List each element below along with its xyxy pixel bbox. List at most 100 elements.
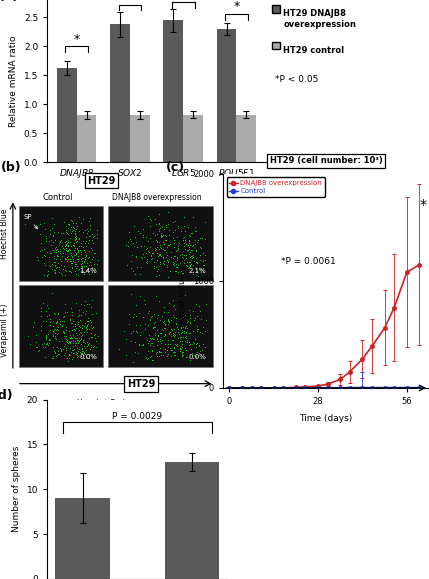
- Point: [49, 231, 56, 240]
- Point: [88, 320, 94, 329]
- Point: [177, 247, 184, 256]
- Point: [72, 234, 79, 244]
- Point: [156, 347, 163, 357]
- Bar: [183, 115, 203, 162]
- Point: [83, 251, 90, 260]
- Point: [67, 315, 74, 324]
- Point: [164, 263, 171, 272]
- Point: [140, 340, 147, 349]
- Text: (c): (c): [166, 161, 184, 174]
- Point: [153, 348, 160, 357]
- Point: [166, 329, 172, 338]
- Point: [72, 259, 79, 269]
- Point: [193, 322, 200, 331]
- Point: [172, 347, 179, 357]
- Point: [79, 267, 86, 276]
- Point: [73, 218, 80, 228]
- Point: [74, 251, 81, 261]
- Point: [55, 228, 62, 237]
- Point: [55, 263, 62, 272]
- Point: [72, 347, 79, 357]
- Point: [184, 316, 191, 325]
- Point: [191, 313, 198, 323]
- Point: [60, 243, 66, 252]
- Point: [84, 258, 91, 267]
- Point: [157, 244, 164, 253]
- Point: [52, 348, 59, 357]
- Point: [139, 313, 146, 322]
- Point: [180, 238, 187, 247]
- Point: [51, 309, 58, 318]
- Point: [120, 327, 127, 336]
- Point: [70, 325, 77, 334]
- Point: [175, 243, 181, 252]
- Point: [183, 261, 190, 270]
- Point: [57, 347, 64, 356]
- Point: [151, 318, 158, 327]
- Bar: [165, 462, 219, 579]
- Point: [190, 315, 197, 324]
- Point: [78, 351, 85, 361]
- Point: [190, 256, 197, 266]
- Point: [193, 253, 199, 262]
- Point: [143, 257, 150, 266]
- Point: [54, 250, 61, 259]
- Point: [157, 232, 164, 241]
- Point: [199, 248, 206, 258]
- Point: [150, 323, 157, 332]
- Point: [170, 233, 177, 242]
- Point: [46, 338, 53, 347]
- Point: [172, 266, 178, 276]
- Point: [67, 334, 74, 343]
- Point: [83, 236, 90, 245]
- Point: [175, 327, 182, 336]
- Point: [136, 330, 143, 339]
- Point: [87, 316, 94, 325]
- Point: [59, 312, 66, 321]
- Bar: [236, 115, 256, 162]
- Point: [69, 345, 76, 354]
- Point: [44, 266, 51, 276]
- Point: [63, 238, 70, 247]
- Point: [196, 263, 202, 273]
- Point: [46, 262, 53, 271]
- Point: [62, 334, 69, 343]
- Point: [42, 225, 48, 234]
- Point: [160, 326, 166, 335]
- Point: [37, 311, 44, 320]
- Point: [60, 350, 67, 360]
- Text: HT29 DNAJB8
overexpression: HT29 DNAJB8 overexpression: [283, 9, 356, 29]
- Point: [81, 245, 88, 255]
- Point: [59, 248, 66, 258]
- Point: [82, 225, 88, 234]
- Point: [65, 241, 72, 250]
- Point: [53, 263, 60, 272]
- Point: [63, 243, 70, 252]
- Point: [41, 218, 48, 228]
- Point: [51, 268, 58, 277]
- Point: [179, 351, 186, 360]
- Point: [72, 328, 79, 338]
- Point: [92, 342, 99, 351]
- Point: [52, 328, 59, 337]
- Point: [185, 240, 192, 249]
- Point: [163, 220, 169, 229]
- Point: [76, 306, 83, 315]
- Point: [179, 347, 186, 357]
- Point: [67, 318, 74, 328]
- Point: [68, 248, 75, 258]
- Point: [185, 245, 192, 254]
- Point: [79, 320, 86, 329]
- Point: [29, 323, 36, 332]
- Point: [138, 241, 145, 250]
- Point: [160, 244, 167, 254]
- Point: [76, 226, 83, 235]
- Point: [70, 241, 77, 250]
- Point: [132, 251, 139, 260]
- Point: [130, 266, 137, 276]
- Point: [54, 244, 61, 254]
- Point: [127, 328, 134, 338]
- Point: [152, 317, 159, 326]
- Point: [170, 259, 177, 268]
- Point: [197, 327, 204, 336]
